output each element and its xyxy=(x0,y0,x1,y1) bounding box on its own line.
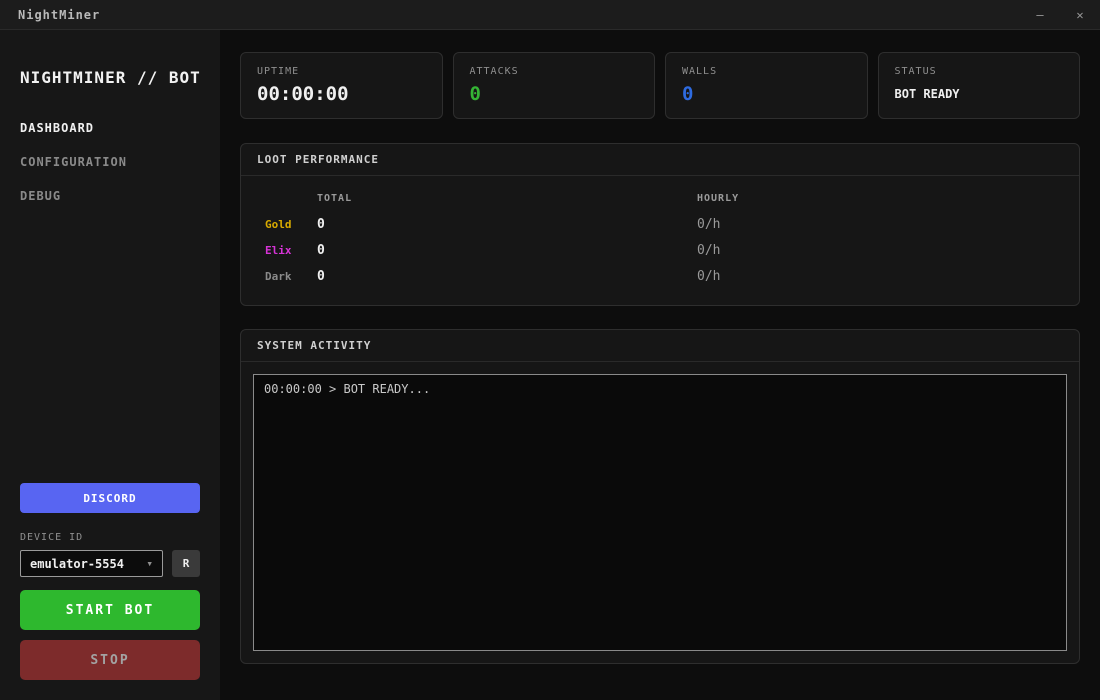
loot-hourly-dark: 0/h xyxy=(697,268,721,284)
titlebar: NightMiner – ✕ xyxy=(0,0,1100,30)
loot-label-dark: Dark xyxy=(265,269,292,283)
column-header-hourly: HOURLY xyxy=(697,192,740,204)
minimize-button[interactable]: – xyxy=(1020,0,1060,29)
sidebar-item-debug[interactable]: DEBUG xyxy=(20,189,62,203)
window-title: NightMiner xyxy=(18,7,101,22)
refresh-devices-button[interactable]: R xyxy=(172,550,200,577)
loot-total-gold: 0 xyxy=(317,216,325,232)
loot-table: TOTAL HOURLY Gold 0 0/h Elix 0 0/h Dar xyxy=(241,176,1079,305)
table-row-gold: Gold 0 0/h xyxy=(265,211,1055,237)
stat-card-attacks: ATTACKS 0 xyxy=(452,52,655,119)
device-id-value: emulator-5554 xyxy=(30,556,124,571)
device-id-row: emulator-5554 ▾ R xyxy=(20,550,200,577)
sidebar-controls: DISCORD DEVICE ID emulator-5554 ▾ R STAR… xyxy=(20,483,200,680)
stat-label: WALLS xyxy=(682,66,718,77)
stat-card-walls: WALLS 0 xyxy=(665,52,868,119)
dashboard-main: UPTIME 00:00:00 ATTACKS 0 WALLS 0 STATUS… xyxy=(220,30,1100,700)
device-id-label: DEVICE ID xyxy=(20,532,84,543)
loot-total-elix: 0 xyxy=(317,242,325,258)
system-activity-panel: SYSTEM ACTIVITY 00:00:00 > BOT READY... xyxy=(240,329,1080,664)
stop-bot-button[interactable]: STOP xyxy=(20,640,200,680)
close-button[interactable]: ✕ xyxy=(1060,0,1100,29)
loot-performance-panel: LOOT PERFORMANCE TOTAL HOURLY Gold 0 0/h… xyxy=(240,143,1080,306)
device-id-dropdown[interactable]: emulator-5554 ▾ xyxy=(20,550,163,577)
loot-total-dark: 0 xyxy=(317,268,325,284)
stat-value-attacks: 0 xyxy=(469,83,481,105)
stat-label: STATUS xyxy=(894,66,937,77)
stat-label: UPTIME xyxy=(257,66,300,77)
sidebar-item-dashboard[interactable]: DASHBOARD xyxy=(20,121,95,135)
stat-label: ATTACKS xyxy=(469,66,519,77)
loot-label-elix: Elix xyxy=(265,243,292,257)
table-row-dark: Dark 0 0/h xyxy=(265,263,1055,289)
sidebar-nav: DASHBOARD CONFIGURATION DEBUG xyxy=(20,111,200,213)
stat-value-status: BOT READY xyxy=(894,87,960,101)
discord-button[interactable]: DISCORD xyxy=(20,483,200,513)
loot-hourly-gold: 0/h xyxy=(697,216,721,232)
loot-table-header: TOTAL HOURLY xyxy=(265,185,1055,211)
stat-value-uptime: 00:00:00 xyxy=(257,83,349,105)
minimize-icon: – xyxy=(1036,7,1044,22)
table-row-elix: Elix 0 0/h xyxy=(265,237,1055,263)
stats-row: UPTIME 00:00:00 ATTACKS 0 WALLS 0 STATUS… xyxy=(240,52,1080,119)
sidebar-item-configuration[interactable]: CONFIGURATION xyxy=(20,155,127,169)
close-icon: ✕ xyxy=(1076,7,1084,22)
stat-value-walls: 0 xyxy=(682,83,694,105)
column-header-total: TOTAL xyxy=(317,192,353,204)
loot-hourly-elix: 0/h xyxy=(697,242,721,258)
stat-card-status: STATUS BOT READY xyxy=(877,52,1080,119)
app-brand: NIGHTMINER // BOT xyxy=(20,68,201,87)
start-bot-button[interactable]: START BOT xyxy=(20,590,200,630)
activity-panel-title: SYSTEM ACTIVITY xyxy=(241,330,1079,362)
window-controls: – ✕ xyxy=(1020,0,1100,29)
stat-card-uptime: UPTIME 00:00:00 xyxy=(240,52,443,119)
activity-log-console[interactable]: 00:00:00 > BOT READY... xyxy=(253,374,1067,651)
loot-label-gold: Gold xyxy=(265,217,292,231)
chevron-down-icon: ▾ xyxy=(146,557,153,570)
sidebar: NIGHTMINER // BOT DASHBOARD CONFIGURATIO… xyxy=(0,30,220,700)
loot-panel-title: LOOT PERFORMANCE xyxy=(241,144,1079,176)
